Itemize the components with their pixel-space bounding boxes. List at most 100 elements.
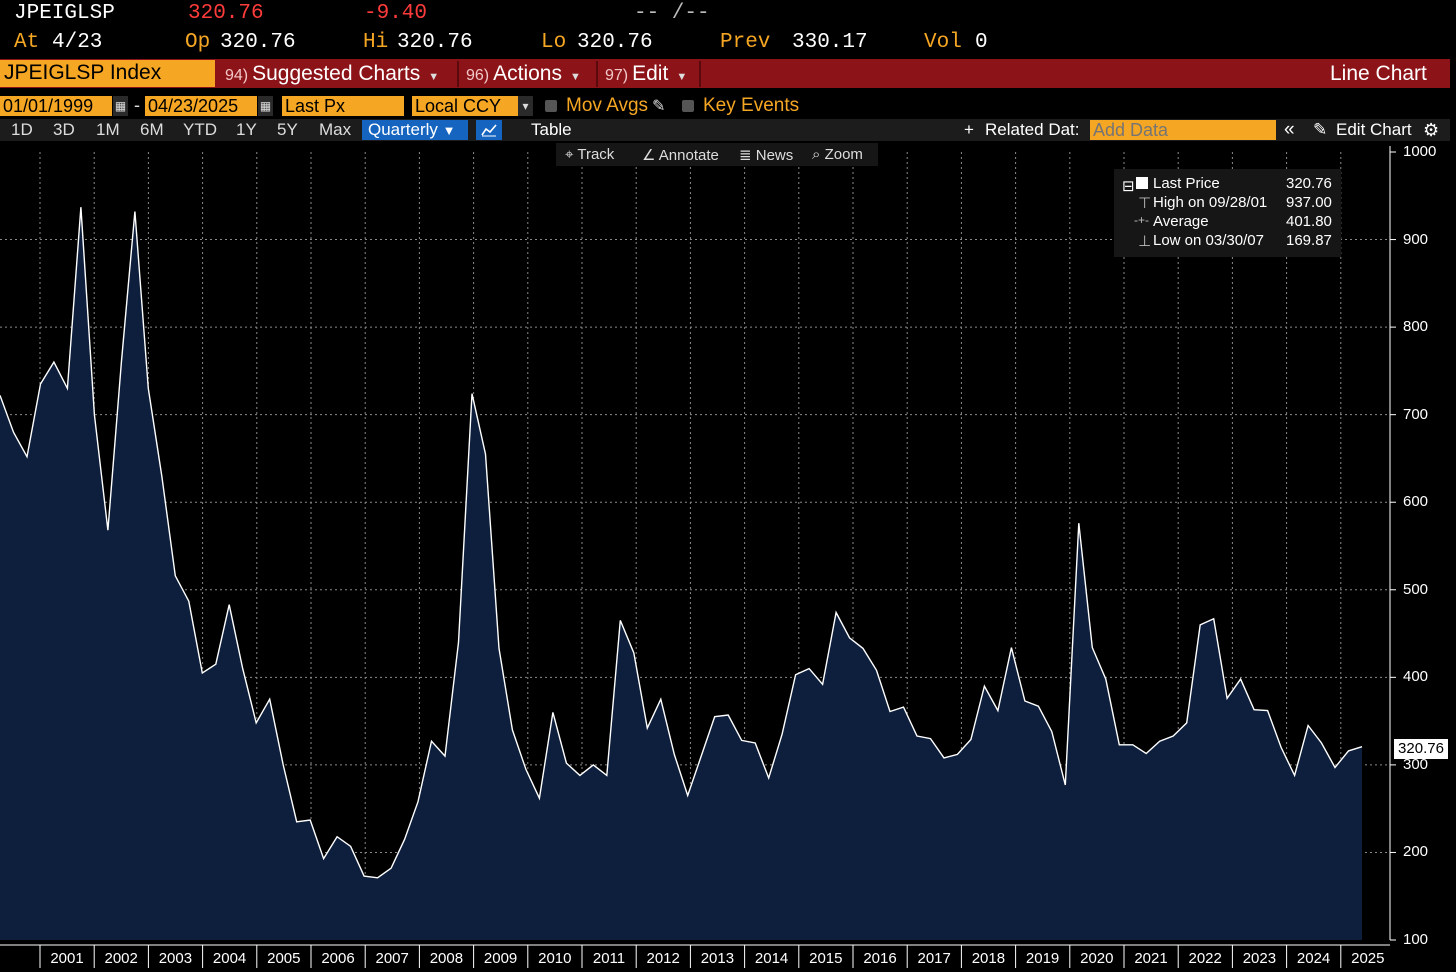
security-label: JPEIGLSP Index (4, 61, 162, 84)
x-tick-label: 2019 (1025, 950, 1060, 967)
field-select[interactable]: Last Px (282, 96, 404, 116)
chevron-down-icon[interactable]: ▾ (518, 96, 533, 116)
mov-avgs-label: Mov Avgs (566, 95, 649, 116)
series-swatch (1136, 177, 1148, 189)
x-tick-label: 2011 (592, 950, 626, 967)
volume-label: Vol (924, 31, 962, 54)
annotate-icon: ∠ (642, 147, 656, 164)
track-label: Track (577, 146, 615, 163)
range-3d[interactable]: 3D (53, 120, 75, 139)
currency-select[interactable]: Local CCY (412, 96, 518, 116)
key-events-label: Key Events (703, 95, 800, 116)
zoom-tool[interactable]: ⌕ Zoom (812, 146, 863, 163)
pencil-icon[interactable]: ✎ (652, 98, 666, 115)
high-label: Hi (363, 31, 389, 54)
low-marker-icon: ⊥ (1138, 233, 1152, 250)
period-label: Quarterly (368, 120, 438, 139)
edit-menu[interactable]: 97) Edit ▼ (605, 61, 687, 87)
news-tool[interactable]: ≣ News (739, 146, 793, 164)
prev-value: 330.17 (792, 31, 868, 54)
range-1d[interactable]: 1D (11, 120, 33, 139)
range-1y[interactable]: 1Y (236, 120, 257, 139)
x-tick-label: 2012 (646, 950, 680, 967)
suggested-charts-menu[interactable]: 94) Suggested Charts ▼ (225, 61, 439, 87)
table-button[interactable]: Table (531, 120, 572, 139)
x-tick-label: 2004 (212, 950, 247, 967)
range-6m[interactable]: 6M (140, 120, 164, 139)
actions-menu[interactable]: 96) Actions ▼ (466, 61, 581, 87)
x-tick-label: 2009 (483, 950, 518, 967)
x-tick-label: 2015 (809, 950, 843, 967)
related-data-label[interactable]: Related Dat: (985, 120, 1080, 139)
legend-low-label: Low on 03/30/07 (1153, 232, 1264, 249)
x-tick-label: 2008 (429, 950, 464, 967)
suggested-label: Suggested Charts (252, 62, 421, 85)
open-value: 320.76 (220, 31, 296, 54)
low-value: 320.76 (577, 31, 653, 54)
y-tick-label: 800 (1403, 318, 1429, 336)
x-tick-label: 2005 (267, 950, 301, 967)
x-tick-label: 2010 (538, 950, 572, 967)
add-data-input[interactable] (1090, 120, 1276, 140)
last-value-tag: 320.76 (1394, 739, 1448, 759)
chevron-down-icon: ▼ (676, 71, 688, 83)
collapse-icon[interactable]: ⊟ (1122, 178, 1135, 195)
high-value: 320.76 (397, 31, 473, 54)
range-ytd[interactable]: YTD (183, 120, 217, 139)
start-date-input[interactable]: 01/01/1999 (0, 96, 112, 116)
series-line (0, 207, 1363, 879)
menu-divider (699, 61, 701, 87)
range-5y[interactable]: 5Y (277, 120, 298, 139)
high-marker-icon: ⊤ (1138, 195, 1152, 212)
range-1m[interactable]: 1M (96, 120, 120, 139)
menu-divider (596, 61, 598, 87)
news-icon: ≣ (739, 147, 752, 164)
edit-chart-button[interactable]: Edit Chart (1336, 120, 1412, 139)
y-tick-label: 500 (1403, 580, 1429, 598)
volume-value: 0 (975, 31, 988, 54)
x-tick-label: 2024 (1296, 950, 1331, 967)
plus-icon[interactable]: + (964, 120, 974, 139)
annotate-tool[interactable]: ∠ Annotate (642, 146, 719, 164)
y-tick-label: 700 (1403, 405, 1429, 423)
double-chevron-left-icon[interactable]: « (1284, 119, 1295, 140)
chart-tools (556, 143, 878, 166)
x-tick-label: 2022 (1188, 950, 1222, 967)
key-events-checkbox[interactable] (682, 100, 694, 112)
at-value: 4/23 (52, 31, 103, 54)
date-dash: - (134, 95, 140, 115)
track-tool[interactable]: ⌖ Track (565, 146, 614, 163)
pencil-icon[interactable]: ✎ (1313, 120, 1328, 139)
calendar-icon[interactable]: ▦ (258, 96, 273, 116)
period-select[interactable]: Quarterly ▼ (362, 120, 468, 140)
chevron-down-icon: ▼ (442, 123, 456, 138)
last-price: 320.76 (188, 2, 264, 25)
y-tick-label: 200 (1403, 843, 1429, 861)
line-chart-icon[interactable] (476, 120, 502, 140)
x-tick-label: 2003 (158, 950, 193, 967)
search-icon: ⌕ (812, 146, 821, 163)
price-change: -9.40 (364, 2, 428, 25)
suggested-num: 94) (225, 67, 249, 84)
legend-last-price-value: 320.76 (1286, 175, 1332, 192)
crosshair-icon: ⌖ (565, 146, 574, 163)
calendar-icon[interactable]: ▦ (113, 96, 128, 116)
legend-average-value: 401.80 (1286, 213, 1332, 230)
x-tick-label: 2017 (917, 950, 951, 967)
x-tick-label: 2001 (50, 950, 84, 967)
end-date-input[interactable]: 04/23/2025 (145, 96, 257, 116)
chart-area[interactable] (0, 142, 1456, 972)
mov-avgs-checkbox[interactable] (545, 100, 557, 112)
legend-low-value: 169.87 (1286, 232, 1332, 249)
gear-icon[interactable]: ⚙ (1423, 120, 1440, 140)
range-max[interactable]: Max (319, 120, 352, 139)
x-tick-label: 2006 (321, 950, 355, 967)
menu-bar (0, 59, 1450, 88)
y-tick-label: 100 (1403, 931, 1429, 948)
legend-high-value: 937.00 (1286, 194, 1332, 211)
y-tick-label: 1000 (1403, 143, 1437, 160)
news-label: News (755, 147, 794, 164)
zoom-label: Zoom (824, 146, 863, 163)
average-marker-icon: -+- (1134, 213, 1149, 227)
security-box[interactable]: JPEIGLSP Index (0, 60, 215, 87)
